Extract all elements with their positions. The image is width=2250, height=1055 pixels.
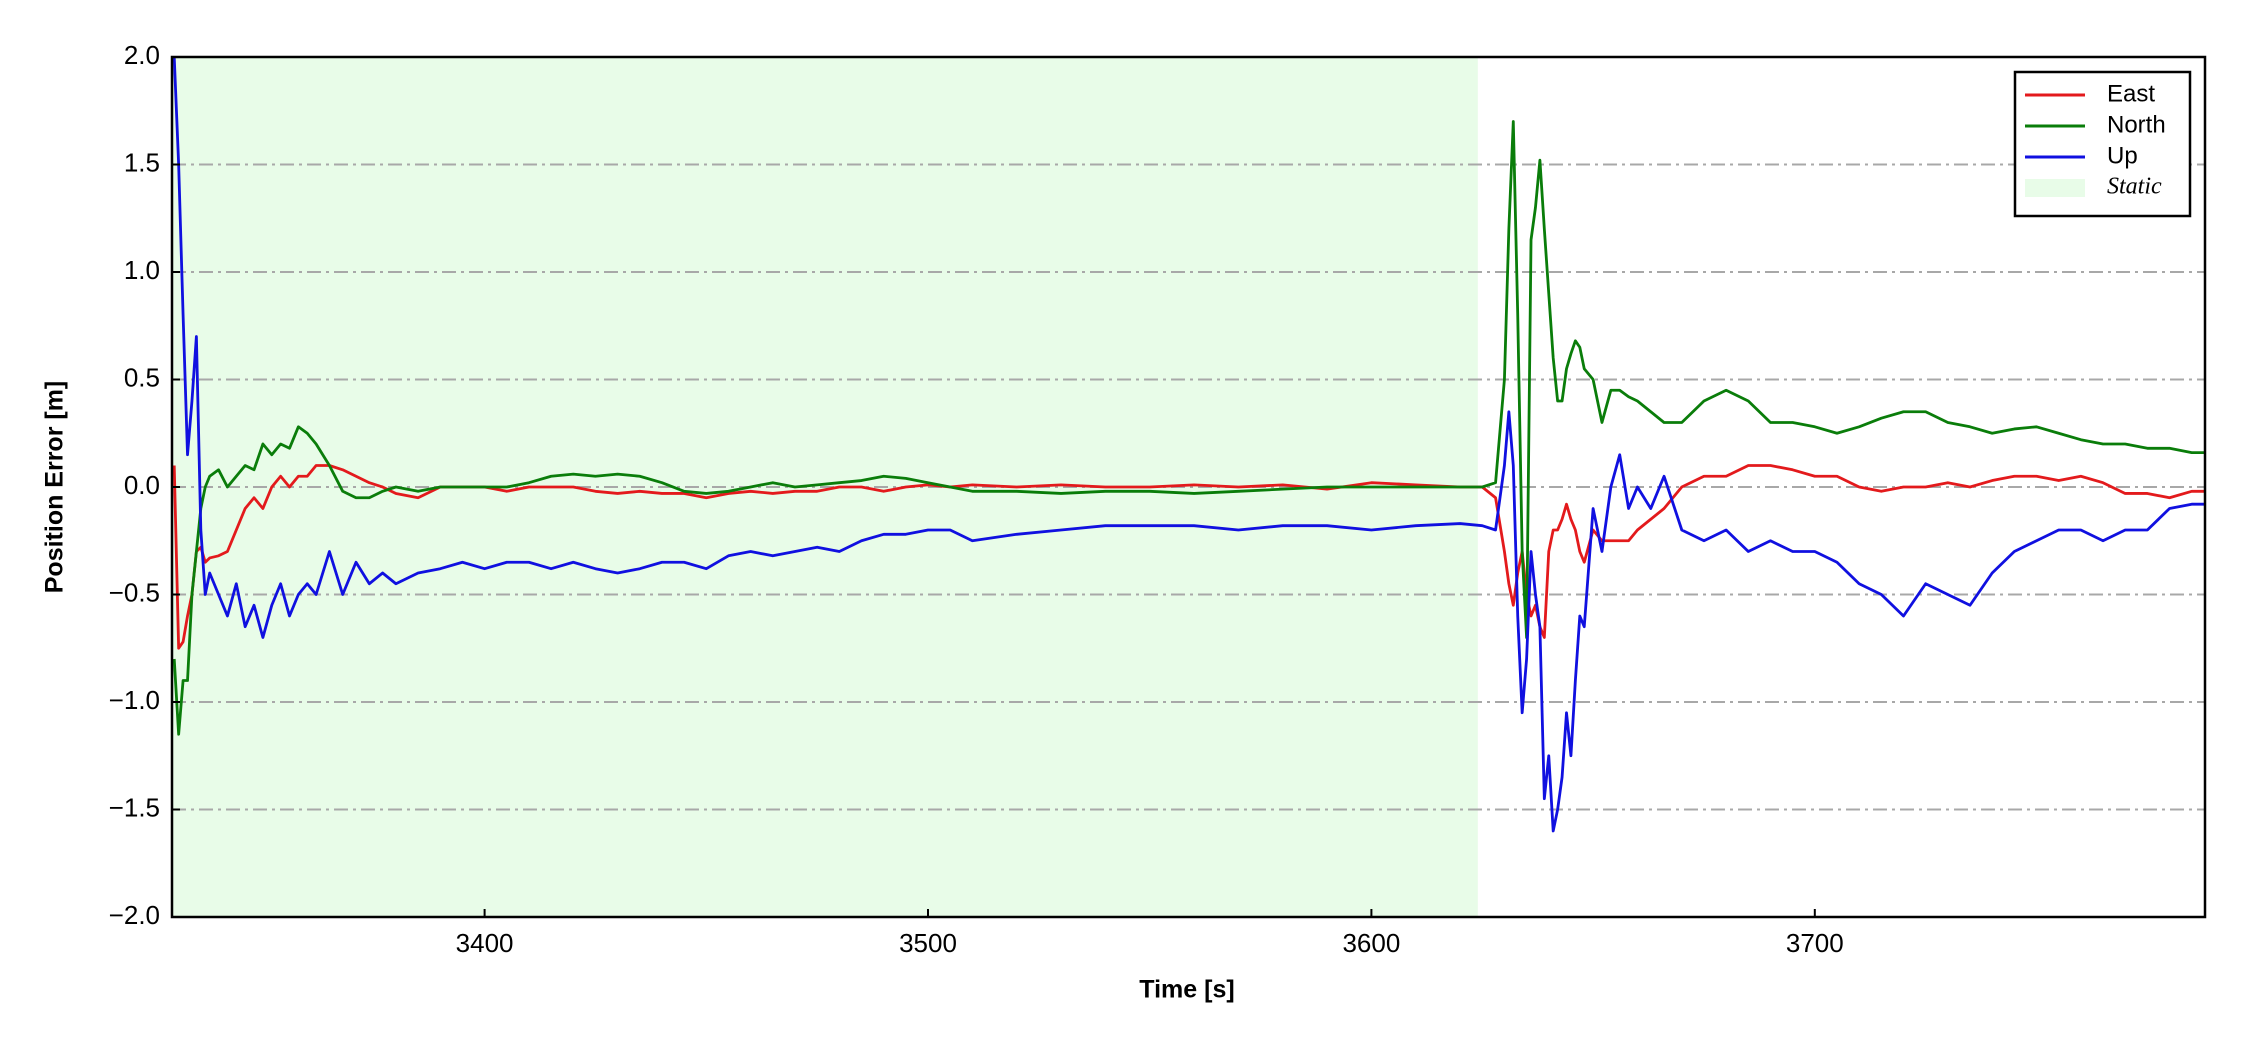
y-axis-label: Position Error [m] [41, 381, 69, 594]
x-axis-label: Time [s] [1139, 976, 1234, 1004]
series-line [172, 56, 2205, 833]
legend-label: Static [2107, 174, 2162, 200]
legend-label: East [2107, 80, 2155, 107]
x-tick-label: 3400 [456, 928, 514, 958]
axes: −2.0 −1.5 −1.0 −0.5 0.0 0.5 1.0 1.5 2.0 3400 3500 3… [109, 40, 2207, 958]
y-tick-label: 1.5 [124, 147, 160, 177]
y-tick-label: −2.0 [109, 900, 160, 930]
y-tick-label: 2.0 [124, 40, 160, 70]
series-line [172, 120, 2205, 736]
y-tick-label: −1.5 [109, 792, 160, 822]
y-tick-label: 1.0 [124, 255, 160, 285]
x-tick-label: 3500 [899, 928, 957, 958]
y-tick-label: −0.5 [109, 577, 160, 607]
x-tick-label: 3700 [1786, 928, 1844, 958]
legend: East North Up Static [2013, 70, 2192, 218]
y-tick-label: 0.0 [124, 470, 160, 500]
y-tick-label: −1.0 [109, 685, 160, 715]
plot-frame [170, 55, 2207, 919]
legend-label: North [2107, 111, 2166, 138]
x-tick-label: 3600 [1342, 928, 1400, 958]
series-line [172, 464, 2205, 650]
legend-label: Up [2107, 142, 2138, 169]
lines [172, 56, 2205, 833]
legend-swatch [2025, 179, 2085, 197]
y-tick-label: 0.5 [124, 362, 160, 392]
